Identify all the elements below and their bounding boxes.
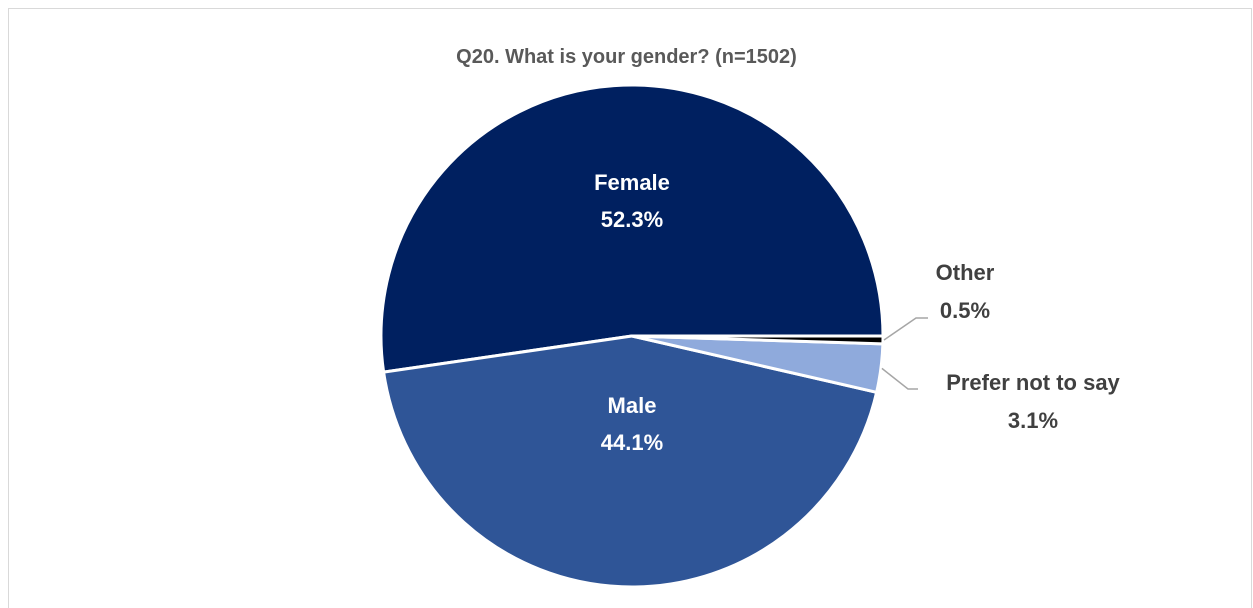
slice-value-prefer-not-to-say: 3.1%: [1008, 408, 1058, 433]
slice-label-female: Female: [594, 170, 670, 195]
pie-slice-female: [379, 83, 885, 374]
slice-value-other: 0.5%: [940, 298, 990, 323]
slice-value-female: 52.3%: [601, 207, 663, 232]
slice-value-male: 44.1%: [601, 430, 663, 455]
slice-label-male: Male: [608, 393, 657, 418]
chart-title: Q20. What is your gender? (n=1502): [456, 46, 797, 68]
pie-slice-other: [630, 334, 885, 346]
pie-slice-male: [382, 334, 879, 589]
pie-slices: [379, 83, 885, 589]
leader-line-other: [883, 317, 928, 341]
leader-lines: [881, 317, 928, 390]
slice-label-other: Other: [936, 260, 995, 285]
leader-line-prefer-not-to-say: [881, 367, 918, 390]
slice-label-prefer-not-to-say: Prefer not to say: [946, 370, 1120, 395]
